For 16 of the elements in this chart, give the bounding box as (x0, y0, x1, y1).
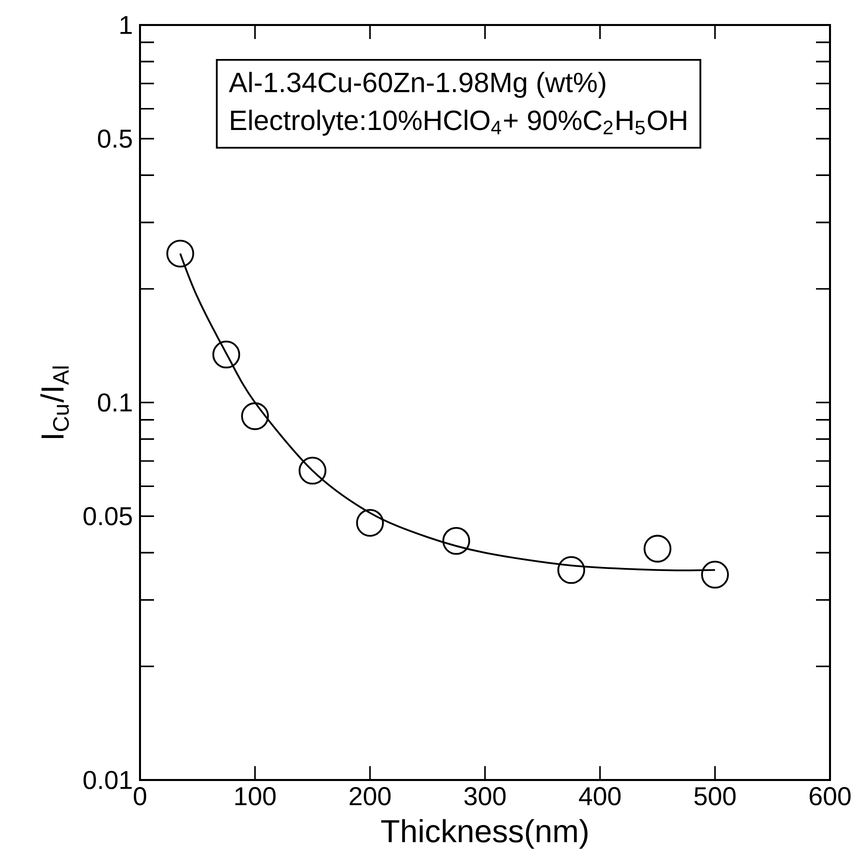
x-tick-label: 500 (694, 787, 736, 806)
x-tick-label: 400 (578, 787, 621, 806)
x-tick-label: 200 (350, 787, 391, 806)
annotation: Electrolyte:10%HClO$_{4}$+ 90%C$_{2}$H$_{5}$OH (231, 110, 686, 136)
y-tick-label: 0.5 (98, 129, 132, 148)
y-tick-label: 0.05 (84, 506, 132, 526)
x-tick-label: 600 (810, 787, 851, 806)
y-axis-title: I$_{Cu}$/I$_{Al}$ (40, 366, 69, 438)
x-tick-label: 0 (134, 787, 146, 806)
x-axis-title: Thickness(nm) (381, 819, 588, 849)
y-tick-label: 0.01 (84, 770, 132, 790)
annotation: Al-1.34Cu-60Zn-1.98Mg (wt%) (228, 72, 606, 98)
x-tick-label: 300 (464, 787, 506, 806)
y-tick-label: 1 (120, 16, 132, 34)
x-tick-label: 100 (235, 787, 276, 806)
y-tick-label: 0.1 (98, 393, 132, 412)
